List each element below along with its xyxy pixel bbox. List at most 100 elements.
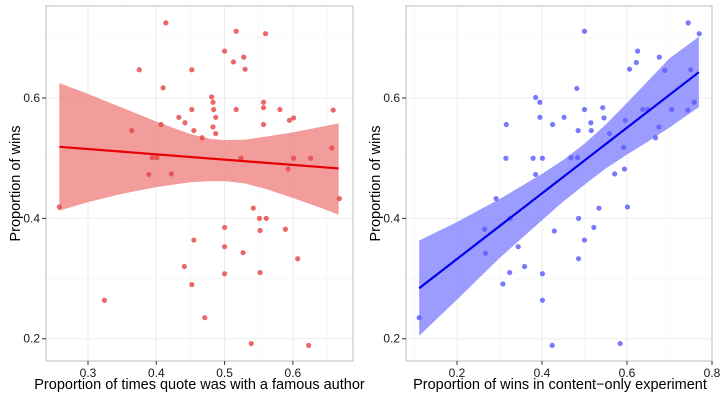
x-tick-label: 0.2 [449,366,466,380]
data-point [154,155,160,161]
data-point [521,263,528,270]
data-point [515,244,521,250]
data-point [633,59,639,66]
x-tick-label: 0.6 [619,366,636,380]
data-point [242,66,248,72]
y-tick-label: 0.4 [23,211,40,225]
data-point [222,244,228,250]
data-point [306,342,312,348]
confidence-band [419,36,699,336]
data-point [248,340,254,347]
data-point [213,114,219,120]
data-point [149,155,155,161]
data-point [146,171,152,178]
data-point [537,99,543,105]
y-tick-label: 0.6 [383,91,400,105]
data-point [688,67,694,73]
y-tick-label: 0.2 [23,332,40,346]
data-point [662,67,668,73]
regression-line [418,71,700,290]
data-point [539,155,546,161]
data-point [588,127,594,134]
data-point [308,155,314,161]
data-point [262,31,269,37]
data-point [210,124,216,130]
data-point [158,121,164,128]
data-point [136,67,142,73]
data-point [635,48,641,54]
data-point [575,155,581,161]
data-point [295,256,301,262]
data-point [539,271,546,277]
data-point [213,130,219,137]
data-point [550,121,556,128]
data-point [230,59,237,65]
data-point [533,94,539,101]
data-point [624,204,631,210]
data-point [189,67,195,73]
data-point [191,127,197,134]
data-point [640,106,646,113]
data-point [652,135,659,141]
data-point [189,106,195,113]
data-point [290,115,297,121]
data-point [168,171,174,177]
data-point [568,155,574,161]
data-point [241,54,247,60]
data-point [482,226,488,232]
data-point [685,20,691,26]
data-point [626,66,633,72]
data-point [260,99,267,105]
data-point [290,155,297,161]
x-tick-label: 0.4 [148,366,165,380]
data-point [591,224,597,231]
regression-line [59,145,339,170]
data-point [685,107,691,113]
data-point [199,135,205,141]
data-point [222,224,228,231]
data-point [263,215,269,221]
data-point [507,269,513,276]
y-tick-label: 0.4 [383,211,400,225]
data-point [250,205,256,211]
data-point [56,204,62,210]
data-point [574,85,580,92]
data-point [533,171,539,178]
data-point [191,237,197,243]
data-point [539,297,546,303]
data-point [260,105,267,111]
data-point [669,106,675,113]
data-point [493,195,499,202]
data-point [240,250,246,256]
data-point [257,227,263,234]
data-point [211,106,217,113]
data-point [277,106,283,113]
y-tick-label: 0.6 [23,91,40,105]
y-axis-title: Proportion of wins [368,125,384,241]
data-point [656,124,662,130]
data-point [621,144,627,150]
data-point [330,107,336,113]
data-point [696,31,702,37]
data-point [575,256,582,262]
data-point [575,127,581,134]
data-point [503,121,509,128]
data-point [581,237,588,243]
data-point [222,48,228,54]
data-point [210,99,216,105]
data-point [260,121,267,128]
data-point [596,205,602,211]
data-point [282,226,288,232]
data-point [530,155,536,161]
data-point [581,28,588,34]
y-tick-label: 0.2 [383,332,400,346]
data-point [257,269,263,276]
data-point [575,215,582,221]
data-point [617,340,623,347]
data-point [551,228,557,234]
data-point [500,281,506,287]
data-point [209,94,215,100]
